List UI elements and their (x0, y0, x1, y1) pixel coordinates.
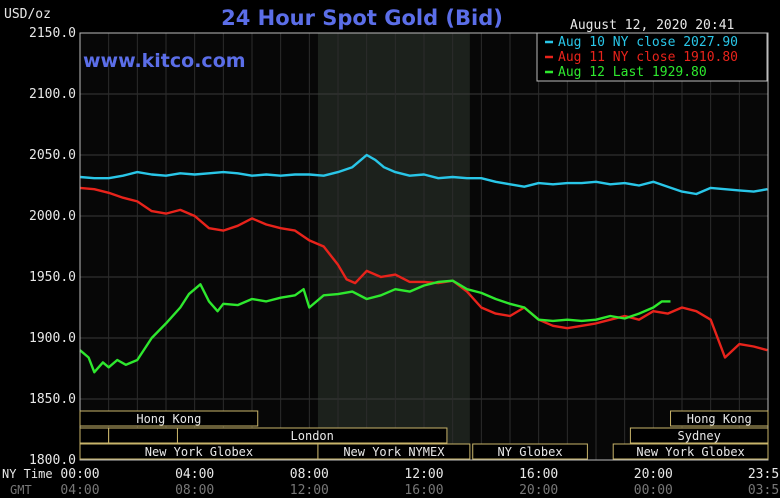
market-session-box (176, 427, 448, 444)
market-session-label: New York Globex (145, 445, 253, 459)
market-session-box (317, 443, 471, 460)
date-stamp: August 12, 2020 20:41 (570, 18, 734, 33)
x-tick-label-gmt: 16:00 (404, 483, 443, 498)
market-session-box (79, 427, 110, 444)
market-session-box (79, 410, 259, 427)
market-session-box (108, 427, 178, 444)
x-tick-label-gmt: 12:00 (290, 483, 329, 498)
market-session-label: NY Globex (498, 445, 563, 459)
market-session-box (612, 443, 769, 460)
x-tick-label-gmt: 00:00 (634, 483, 673, 498)
x-tick-label: 12:00 (404, 467, 443, 482)
series-line-3 (79, 279, 671, 374)
axes: 2150.0 2100.0 2050.0 2000.0 1950.0 1900.0 1850… (29, 26, 780, 498)
market-sessions: Hong Kong Hong Kong London Sydney New York G… (79, 410, 769, 460)
market-session-label: New York NYMEX (343, 445, 445, 459)
x-tick-label: 04:00 (175, 467, 214, 482)
x-tick-label-gmt: 04:00 (60, 483, 99, 498)
market-session-box (472, 443, 588, 460)
x-tick-label: 23:59 (748, 467, 780, 482)
y-tick-label: 2050.0 (29, 148, 76, 163)
y-tick-label: 2100.0 (29, 87, 76, 102)
x-tick-label: 08:00 (290, 467, 329, 482)
x-tick-label-gmt: 20:00 (519, 483, 558, 498)
series-line-1 (79, 153, 768, 196)
y-tick-label: 2000.0 (29, 209, 76, 224)
market-session-label: New York Globex (636, 445, 744, 459)
legend-entry-2: Aug 11 NY close 1910.80 (558, 50, 738, 65)
website-label: www.kitco.com (83, 50, 246, 72)
y-tick-label: 2150.0 (29, 26, 76, 41)
series-layer (79, 153, 768, 374)
market-session-label: Hong Kong (687, 412, 752, 426)
x-tick-label-gmt: 03:59 (748, 483, 780, 498)
x-axis-label-ny: NY Time (2, 467, 53, 481)
x-tick-label: 00:00 (60, 467, 99, 482)
y-tick-label: 1800.0 (29, 453, 76, 468)
y-tick-label: 1850.0 (29, 392, 76, 407)
nymex-session-shade (317, 33, 470, 460)
x-tick-label: 16:00 (519, 467, 558, 482)
y-axis-label: USD/oz (4, 7, 51, 22)
market-session-label: Hong Kong (136, 412, 201, 426)
x-tick-label: 20:00 (634, 467, 673, 482)
y-tick-label: 1900.0 (29, 331, 76, 346)
x-axis-label-gmt: GMT (10, 483, 32, 497)
market-session-box (629, 427, 769, 444)
legend-entry-3: Aug 12 Last 1929.80 (558, 65, 707, 80)
grid-lines (79, 32, 769, 461)
series-line-2 (79, 186, 768, 359)
legend-box (536, 32, 768, 82)
y-tick-label: 1950.0 (29, 270, 76, 285)
plot-border (79, 32, 769, 461)
market-session-label: London (291, 429, 334, 443)
x-tick-label-gmt: 08:00 (175, 483, 214, 498)
legend-entry-1: Aug 10 NY close 2027.90 (558, 35, 738, 50)
market-session-label: Sydney (678, 429, 721, 443)
market-session-box (670, 410, 769, 427)
chart-title: 24 Hour Spot Gold (Bid) (221, 6, 503, 30)
